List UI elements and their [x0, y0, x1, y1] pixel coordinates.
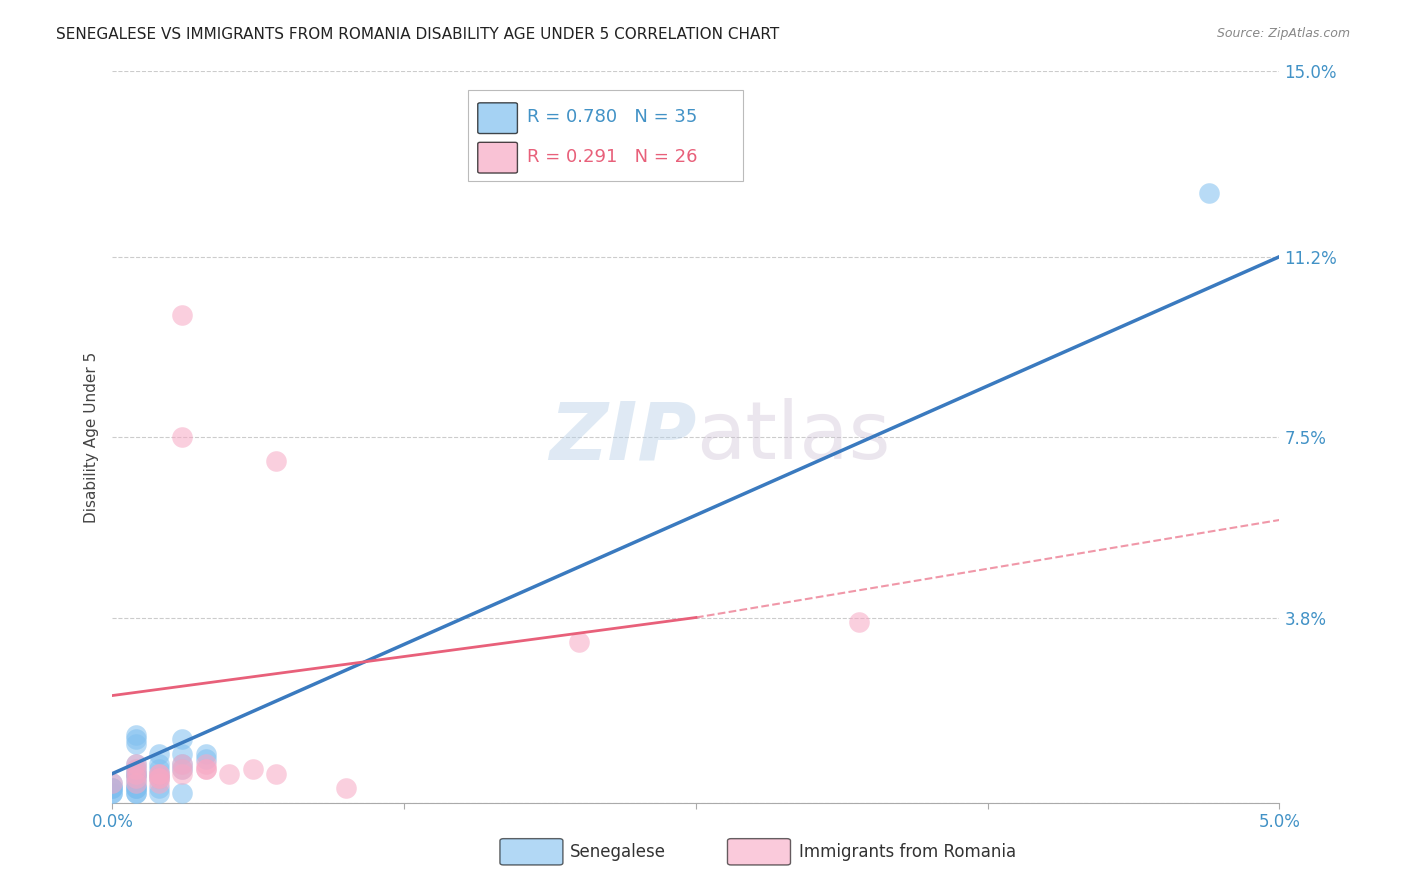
Point	[125, 781, 148, 796]
Point	[125, 786, 148, 800]
Point	[101, 781, 124, 796]
Point	[125, 781, 148, 796]
Point	[125, 732, 148, 747]
Point	[125, 766, 148, 780]
Y-axis label: Disability Age Under 5: Disability Age Under 5	[83, 351, 98, 523]
FancyBboxPatch shape	[478, 103, 517, 134]
Point	[101, 786, 124, 800]
Point	[194, 752, 217, 766]
Point	[172, 786, 194, 800]
Point	[125, 737, 148, 751]
Point	[148, 772, 170, 786]
Point	[264, 454, 287, 468]
Point	[172, 762, 194, 776]
Point	[125, 781, 148, 796]
Point	[194, 762, 217, 776]
Point	[101, 781, 124, 796]
Point	[148, 772, 170, 786]
Text: Immigrants from Romania: Immigrants from Romania	[799, 843, 1015, 861]
Point	[148, 766, 170, 780]
Point	[172, 756, 194, 771]
Point	[125, 772, 148, 786]
Point	[125, 776, 148, 790]
Text: atlas: atlas	[696, 398, 890, 476]
Point	[194, 747, 217, 761]
Point	[125, 762, 148, 776]
Point	[125, 786, 148, 800]
Point	[148, 762, 170, 776]
Point	[194, 762, 217, 776]
Point	[101, 781, 124, 796]
Point	[172, 766, 194, 780]
Point	[242, 762, 264, 776]
Point	[172, 756, 194, 771]
Point	[125, 766, 148, 780]
Text: R = 0.780   N = 35: R = 0.780 N = 35	[527, 109, 697, 127]
Point	[125, 762, 148, 776]
Text: SENEGALESE VS IMMIGRANTS FROM ROMANIA DISABILITY AGE UNDER 5 CORRELATION CHART: SENEGALESE VS IMMIGRANTS FROM ROMANIA DI…	[56, 27, 779, 42]
Point	[148, 781, 170, 796]
Point	[335, 781, 357, 796]
Point	[125, 776, 148, 790]
Point	[148, 766, 170, 780]
Point	[148, 776, 170, 790]
Point	[125, 772, 148, 786]
FancyBboxPatch shape	[478, 143, 517, 173]
Point	[1198, 186, 1220, 201]
FancyBboxPatch shape	[468, 90, 742, 181]
Point	[125, 756, 148, 771]
Point	[125, 766, 148, 780]
FancyBboxPatch shape	[727, 838, 790, 865]
Point	[148, 747, 170, 761]
Point	[148, 756, 170, 771]
Point	[101, 776, 124, 790]
Point	[148, 766, 170, 780]
Text: Source: ZipAtlas.com: Source: ZipAtlas.com	[1216, 27, 1350, 40]
Point	[218, 766, 240, 780]
Point	[568, 635, 591, 649]
Point	[101, 786, 124, 800]
Point	[125, 727, 148, 741]
Point	[172, 762, 194, 776]
Point	[194, 756, 217, 771]
Point	[172, 747, 194, 761]
Text: Senegalese: Senegalese	[569, 843, 666, 861]
Point	[148, 772, 170, 786]
Text: ZIP: ZIP	[548, 398, 696, 476]
Text: R = 0.291   N = 26: R = 0.291 N = 26	[527, 148, 697, 166]
Point	[101, 776, 124, 790]
Point	[172, 430, 194, 444]
Point	[264, 766, 287, 780]
Point	[148, 786, 170, 800]
Point	[125, 756, 148, 771]
Point	[172, 732, 194, 747]
FancyBboxPatch shape	[501, 838, 562, 865]
Point	[172, 308, 194, 322]
Point	[848, 615, 870, 630]
